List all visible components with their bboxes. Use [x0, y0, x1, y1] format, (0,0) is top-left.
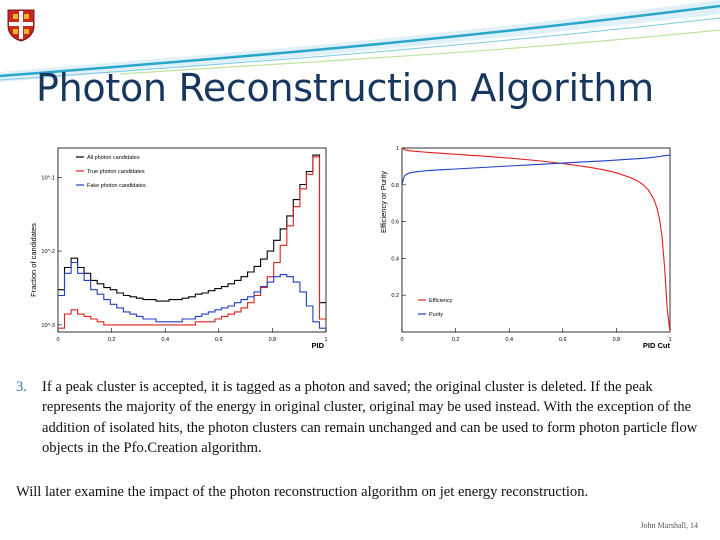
- x-tick-label: 0.6: [559, 337, 567, 343]
- series-line-purity: [401, 154, 670, 185]
- x-tick-label: 0.8: [269, 337, 277, 343]
- plot-frame: [57, 147, 327, 333]
- x-tick-label: 0.2: [452, 337, 460, 343]
- legend: All photon candidates True photon candid…: [76, 155, 146, 189]
- series-line-all-photon-candidates: [58, 154, 326, 304]
- item-number: 3.: [16, 379, 27, 395]
- legend-label-purity: Purity: [429, 312, 443, 318]
- series-line-efficiency: [401, 147, 671, 333]
- legend-label-all: All photon candidates: [87, 155, 140, 161]
- x-tick-label: 0: [400, 337, 403, 343]
- x-tick-label: 1: [324, 337, 327, 343]
- y-tick-label: 0.2: [391, 293, 399, 299]
- item-text: If a peak cluster is accepted, it is tag…: [42, 379, 698, 456]
- legend: Efficiency Purity: [418, 298, 453, 318]
- x-tick-label: 0.8: [613, 337, 621, 343]
- y-tick-label: 10^-1: [41, 175, 55, 181]
- legend-label-efficiency: Efficiency: [429, 298, 453, 304]
- x-axis-label: PID: [311, 341, 324, 350]
- y-tick-label: 0.8: [391, 183, 399, 189]
- x-axis-label: PID Cut: [643, 341, 671, 350]
- x-tick-label: 0: [56, 337, 59, 343]
- series-line-fake-photon-candidates: [58, 261, 326, 329]
- x-tick-label: 0.4: [161, 337, 169, 343]
- pid-distribution-chart: Fraction of candidates PID All photon ca…: [29, 147, 328, 350]
- x-tick-label: 0.6: [215, 337, 223, 343]
- y-tick-label: 0.6: [391, 220, 399, 226]
- y-tick-label: 10^-2: [41, 249, 55, 255]
- header-banner: [0, 0, 720, 82]
- slide-title: Photon Reconstruction Algorithm: [36, 66, 654, 110]
- series-line-true-photon-candidates: [58, 156, 326, 329]
- banner-wave-blue-thin: [0, 17, 720, 81]
- efficiency-purity-chart: Efficiency or Purity PID Cut Efficiency …: [379, 146, 672, 350]
- x-tick-label: 1: [668, 337, 671, 343]
- banner-wave-green: [119, 29, 720, 75]
- y-tick-label: 1: [396, 146, 399, 152]
- university-crest-logo: [7, 9, 35, 42]
- banner-wave-blue: [0, 4, 720, 78]
- plot-frame: [401, 147, 671, 333]
- y-axis-label: Fraction of candidates: [29, 223, 38, 297]
- legend-label-fake: Fake photon candidates: [87, 183, 146, 189]
- y-tick-label: 10^-3: [41, 323, 55, 329]
- y-tick-label: 0.4: [391, 256, 399, 262]
- x-tick-label: 0.4: [505, 337, 513, 343]
- x-tick-label: 0.2: [108, 337, 116, 343]
- legend-label-true: True photon candidates: [87, 169, 145, 175]
- summary-text: Will later examine the impact of the pho…: [16, 484, 589, 500]
- y-axis-label: Efficiency or Purity: [379, 171, 388, 233]
- slide-credit: John Marshall, 14: [640, 521, 698, 530]
